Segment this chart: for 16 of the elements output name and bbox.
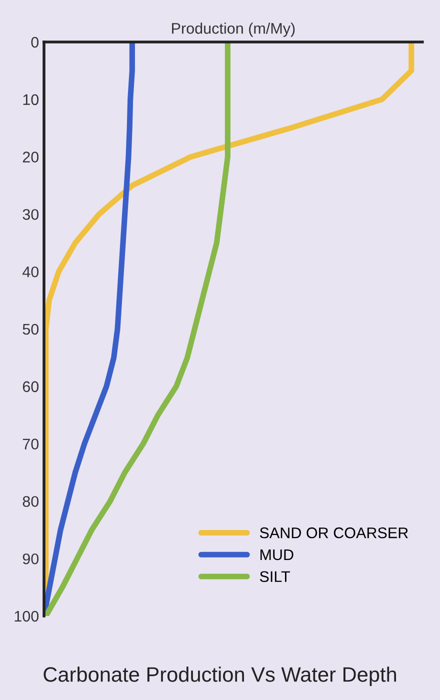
y-tick-label: 50 xyxy=(22,324,39,335)
y-tick-label: 90 xyxy=(22,553,39,564)
legend-label: MUD xyxy=(260,549,294,560)
y-tick-label: 80 xyxy=(22,496,39,507)
y-tick-label: 0 xyxy=(31,36,39,48)
y-tick-label: 40 xyxy=(22,266,39,278)
legend-label: SAND OR COARSER xyxy=(260,527,408,538)
y-tick-label: 60 xyxy=(22,381,39,392)
legend-label: SILT xyxy=(260,571,290,582)
x-axis-title: Production (m/My) xyxy=(172,22,295,37)
y-tick-label: 30 xyxy=(22,209,39,220)
y-tick-label: 20 xyxy=(22,152,39,162)
text: Carbonate Production Vs Water Depth xyxy=(44,666,396,686)
y-tick-label: 10 xyxy=(23,94,39,106)
y-tick-label: 70 xyxy=(22,438,39,450)
y-tick-label: 100 xyxy=(14,610,39,622)
